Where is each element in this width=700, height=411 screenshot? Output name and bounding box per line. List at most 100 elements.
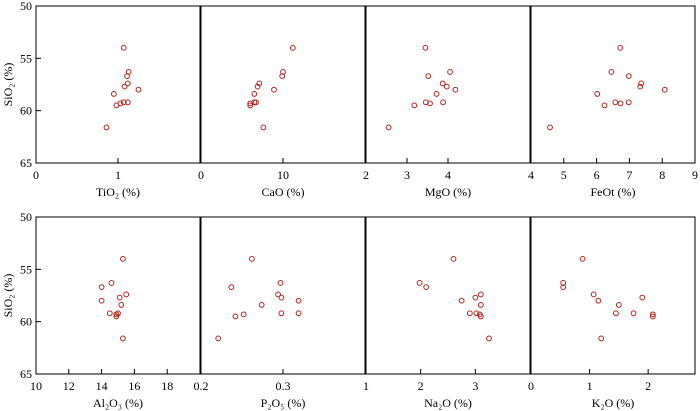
x-tick-label: 1 [115,168,121,182]
data-point [547,124,553,131]
data-point [98,297,105,304]
y-tick-label: 55 [20,262,32,276]
data-point [135,86,142,93]
data-point [439,80,446,87]
data-point [425,73,432,80]
data-point [120,99,127,106]
data-point [278,294,285,301]
data-point [118,302,125,308]
x-tick-label: 2 [418,379,424,393]
data-point [113,311,120,318]
data-point [560,280,567,286]
x-axis-label: Na₂O (%) [424,396,472,410]
data-point [473,310,480,317]
data-point [649,311,656,318]
y-tick-label: 50 [20,210,32,224]
data-point [215,335,222,342]
data-point [477,302,484,308]
data-point [121,83,128,90]
x-tick-label: 0 [528,379,534,393]
data-point [440,99,446,106]
x-tick-label: 18 [161,379,173,393]
x-tick-label: 10 [277,168,289,182]
data-point [590,291,597,298]
data-point [594,91,601,97]
data-point [113,102,120,109]
x-tick-label: 4 [445,168,451,182]
data-point [120,255,126,262]
data-point [124,99,131,106]
x-tick-label: 2 [645,379,651,393]
x-axis-label: FeOt (%) [591,185,636,199]
x-tick-label: 5 [561,168,567,182]
data-point [120,335,126,342]
data-point [247,100,254,107]
x-tick-label: 6 [594,168,600,182]
x-tick-label: 7 [626,168,632,182]
y-tick-label: 55 [20,51,32,65]
data-point [295,297,302,304]
data-point [106,310,113,317]
x-axis-label: CaO (%) [262,185,305,199]
x-tick-label: 0.3 [276,379,291,393]
data-point [427,100,433,107]
data-point [247,102,254,109]
data-point [443,83,450,90]
x-tick-label: 0.2 [194,379,209,393]
data-point [248,255,255,262]
data-point [124,80,131,87]
data-point [617,100,624,107]
data-point [625,99,632,106]
x-tick-label: 1 [363,379,369,393]
data-point [560,284,567,291]
panel-frame [365,216,531,375]
data-point [472,294,479,301]
data-point [579,255,586,262]
data-point [123,291,130,298]
data-point [612,99,619,106]
y-tick-label: 60 [20,104,32,118]
data-point [124,73,130,80]
data-point [477,313,484,320]
data-point [228,284,235,291]
data-point [466,310,473,317]
panel-frame [530,216,696,375]
data-point [120,44,127,51]
data-point [615,302,622,308]
data-point [608,69,615,75]
data-point [638,80,645,87]
data-point [278,310,285,317]
x-tick-label: 4 [528,168,534,182]
data-point [251,91,258,97]
data-point [385,124,392,131]
y-tick-label: 50 [20,0,32,13]
x-tick-label: 9 [692,168,698,182]
data-point [639,294,646,301]
x-tick-label: 10 [30,379,42,393]
data-point [458,297,465,304]
x-axis-label: TiO₂ (%) [96,185,140,199]
panel-frame [530,5,696,164]
x-tick-label: 8 [659,168,665,182]
x-tick-label: 2 [363,168,369,182]
x-tick-label: 16 [128,379,140,393]
data-point [452,86,459,93]
x-axis-label: P₂O₅ (%) [261,396,306,410]
data-point [661,86,668,93]
data-point [275,291,281,298]
x-tick-label: 1 [587,379,593,393]
data-point [232,313,239,320]
data-point [111,91,117,97]
data-point [477,291,484,298]
data-point [289,44,296,51]
y-axis-label: SiO₂ (%) [1,274,15,318]
x-axis-label: K₂O (%) [592,396,635,410]
data-point [254,83,261,90]
data-point [450,255,457,262]
data-point [113,313,120,320]
panel-frame [200,5,366,164]
data-point [279,73,286,80]
data-point [98,284,105,291]
data-point [601,102,608,109]
